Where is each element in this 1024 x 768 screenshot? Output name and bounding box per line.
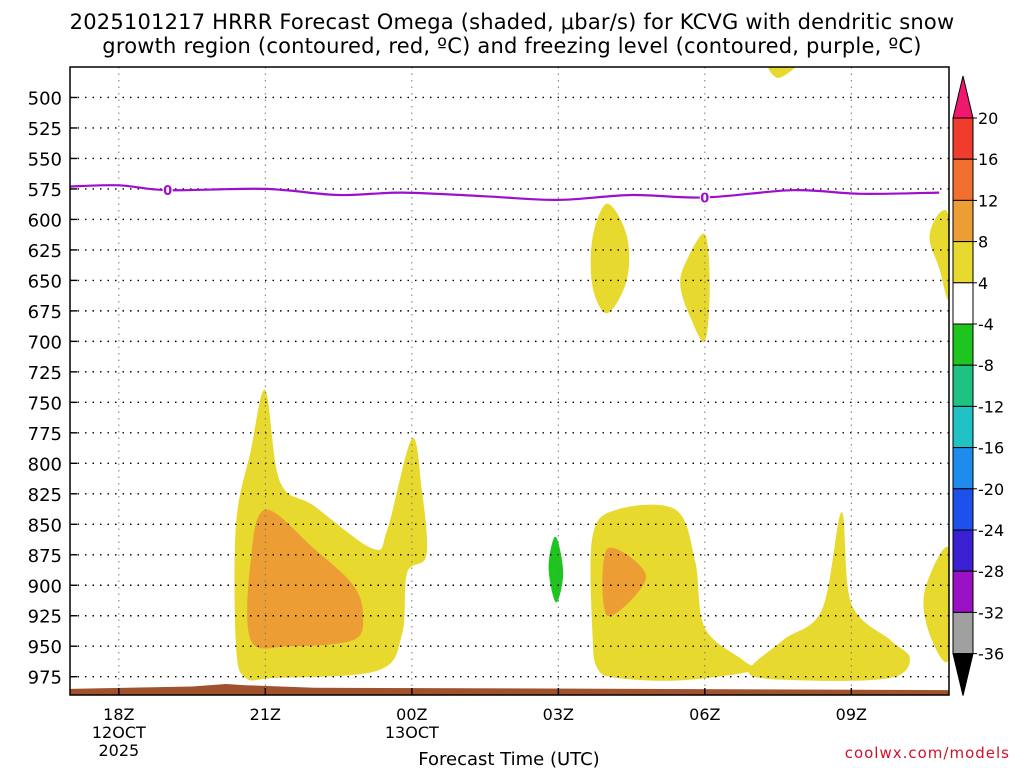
y-tick-label-800: 800 (28, 454, 62, 475)
colorbar-box-2 (952, 158, 974, 201)
colorbar-bottom-triangle (952, 653, 974, 696)
colorbar-box-8 (952, 405, 974, 449)
y-tick-label-750: 750 (28, 393, 62, 414)
colorbar-box-6 (952, 323, 974, 366)
colorbar-label-13: -36 (978, 645, 1004, 664)
x-tick-date-18Z: 12OCT (92, 723, 146, 742)
colorbar-box-1 (952, 117, 974, 160)
colorbar-box-3 (952, 199, 974, 243)
freezing-level-label-1: 0 (163, 184, 172, 199)
colorbar-label-8: -16 (978, 439, 1004, 458)
omega-region-7 (680, 233, 710, 343)
x-tick-label-09Z: 09Z (836, 705, 867, 724)
omega-shading (70, 67, 949, 695)
y-tick-label-925: 925 (28, 607, 62, 628)
colorbar: 20 16 12 8 4 -4 -8 -12 -16 -20 -24 -28 -32 -36 (952, 75, 1004, 696)
y-tick-label-975: 975 (28, 668, 62, 689)
omega-region-6 (590, 203, 630, 314)
omega-region-4 (602, 547, 647, 617)
y-tick-label-725: 725 (28, 363, 62, 384)
x-tick-year-18Z: 2025 (98, 741, 139, 760)
omega-region-9 (929, 209, 949, 301)
site-credit[interactable]: coolwx.com/models (844, 744, 1010, 762)
y-tick-label-700: 700 (28, 332, 62, 353)
colorbar-box-4 (952, 241, 974, 284)
y-tick-label-600: 600 (28, 210, 62, 231)
colorbar-box-13 (952, 611, 974, 655)
y-tick-label-875: 875 (28, 546, 62, 567)
plot-frame (69, 66, 950, 696)
colorbar-label-0: 20 (978, 109, 998, 128)
y-tick-label-625: 625 (28, 241, 62, 262)
omega-region-3 (590, 504, 758, 681)
colorbar-label-12: -32 (978, 603, 1004, 622)
colorbar-label-7: -12 (978, 397, 1004, 416)
chart-title-line1: 2025101217 HRRR Forecast Omega (shaded, … (69, 10, 955, 34)
omega-region-5 (748, 512, 910, 681)
colorbar-label-10: -24 (978, 521, 1004, 540)
x-tick-label-21Z: 21Z (250, 705, 281, 724)
colorbar-box-11 (952, 529, 974, 572)
colorbar-label-5: -4 (978, 315, 994, 334)
x-tick-label-03Z: 03Z (543, 705, 574, 724)
y-axis: 500 525 550 575 600 625 650 675 700 725 750 775 800 8… (28, 88, 77, 689)
y-tick-label-650: 650 (28, 271, 62, 292)
colorbar-box-5 (952, 282, 974, 325)
y-tick-label-550: 550 (28, 149, 62, 170)
colorbar-box-9 (952, 447, 974, 490)
gridlines (70, 67, 949, 695)
freezing-level-line (70, 184, 940, 202)
x-tick-label-06Z: 06Z (689, 705, 720, 724)
colorbar-label-9: -20 (978, 480, 1004, 499)
y-tick-label-525: 525 (28, 119, 62, 140)
omega-region-8 (767, 67, 796, 78)
x-tick-date-00Z: 13OCT (385, 723, 439, 742)
y-tick-label-575: 575 (28, 180, 62, 201)
omega-region-11 (548, 536, 564, 603)
y-tick-label-775: 775 (28, 424, 62, 445)
colorbar-top-triangle (952, 75, 974, 119)
omega-region-10 (923, 546, 949, 663)
colorbar-label-4: 4 (978, 274, 988, 293)
x-tick-label-00Z: 00Z (396, 705, 427, 724)
colorbar-box-7 (952, 364, 974, 407)
y-tick-label-900: 900 (28, 576, 62, 597)
colorbar-label-3: 8 (978, 233, 988, 252)
colorbar-label-1: 16 (978, 150, 998, 169)
x-tick-label-18Z: 18Z (103, 705, 134, 724)
x-axis-label: Forecast Time (UTC) (418, 749, 599, 768)
y-tick-label-825: 825 (28, 485, 62, 506)
colorbar-label-6: -8 (978, 356, 994, 375)
freezing-label-bg-2 (699, 190, 710, 205)
colorbar-box-12 (952, 570, 974, 613)
chart-title-line2: growth region (contoured, red, ºC) and f… (102, 34, 922, 58)
freezing-label-bg-1 (162, 183, 173, 198)
y-tick-label-675: 675 (28, 302, 62, 323)
y-tick-label-850: 850 (28, 515, 62, 536)
ground-surface (70, 684, 949, 695)
freezing-level-label-2: 0 (700, 191, 709, 206)
y-tick-label-500: 500 (28, 88, 62, 109)
colorbar-label-11: -28 (978, 562, 1004, 581)
colorbar-box-10 (952, 488, 974, 531)
omega-region-2 (247, 509, 364, 649)
colorbar-label-2: 12 (978, 191, 998, 210)
y-tick-label-950: 950 (28, 637, 62, 658)
